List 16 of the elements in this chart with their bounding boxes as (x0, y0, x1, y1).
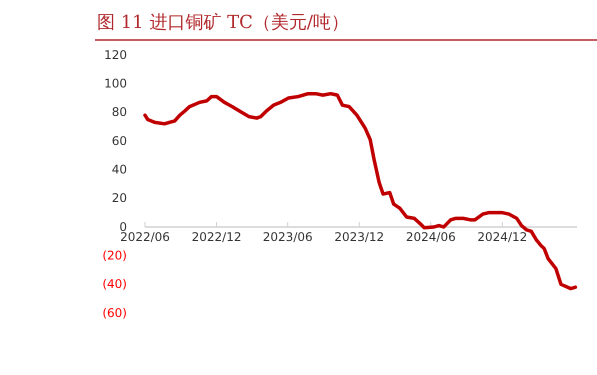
x-tick-label: 2024/12 (477, 230, 528, 244)
x-tick-label: 2023/12 (334, 230, 384, 244)
y-tick-label: (20) (102, 248, 127, 263)
y-tick-label: 60 (112, 134, 127, 148)
y-tick-label: 40 (112, 162, 127, 177)
y-tick-label: 120 (104, 48, 127, 62)
y-tick-label: 80 (112, 105, 127, 120)
chart-title: 图 11 进口铜矿 TC（美元/吨） (97, 12, 349, 33)
y-tick-label: 20 (112, 191, 127, 206)
x-tick-label: 2022/12 (192, 230, 242, 244)
x-tick-label: 2023/06 (262, 230, 313, 244)
x-tick-label: 2022/06 (120, 230, 170, 244)
y-tick-label: (40) (102, 277, 127, 292)
x-tick-label: 2024/06 (406, 230, 456, 244)
y-tick-label: 100 (104, 76, 127, 91)
y-tick-label: (60) (102, 306, 127, 320)
